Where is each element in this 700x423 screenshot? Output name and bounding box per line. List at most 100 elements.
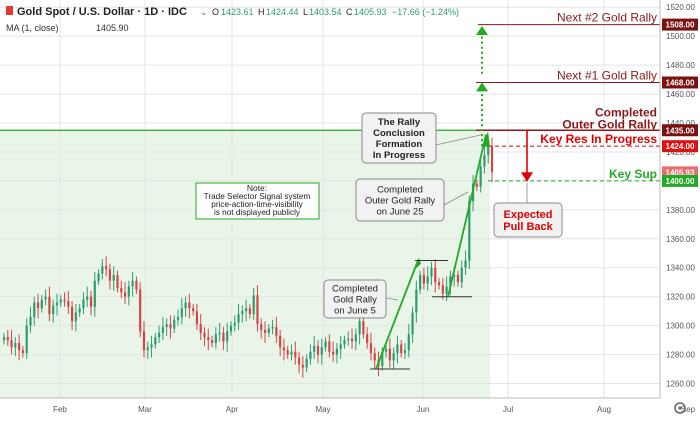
candle-body (180, 308, 183, 317)
outer-june25-callout-line: Outer Gold Rally (365, 196, 435, 207)
rally-conclusion-callout-box (361, 112, 437, 164)
candle-body (415, 289, 418, 313)
candle-body (36, 302, 40, 309)
candle-body (437, 282, 441, 286)
candle-body (256, 295, 259, 325)
note-box: Note:Trade Selector Signal systemprice-a… (195, 182, 320, 220)
candle-body (139, 289, 142, 332)
candle-body (86, 296, 89, 300)
candle-body (97, 273, 100, 281)
y-tick-label: 1480.00 (666, 61, 695, 70)
candle-body (267, 328, 270, 333)
candle-body (40, 299, 43, 309)
candle-body (460, 267, 463, 283)
candle-body (373, 353, 376, 361)
brand-flag-icon (6, 6, 13, 15)
candle-body (411, 312, 414, 335)
candle-body (195, 311, 199, 325)
candle-body (101, 266, 104, 274)
outer-june25-callout-box (355, 178, 445, 222)
candle-body (131, 280, 134, 287)
candle-body (347, 338, 350, 341)
candle-body (63, 299, 66, 302)
open-value: 1423.61 (221, 7, 254, 17)
candle-body (286, 350, 289, 355)
note-title: Note: (247, 183, 267, 193)
candle-body (396, 344, 399, 354)
candle-body (176, 316, 180, 320)
candle-body (199, 324, 202, 333)
y-tick-label: 1420.00 (666, 148, 695, 157)
candle-body (263, 329, 267, 333)
candle-body (354, 334, 357, 342)
candle-body (29, 316, 32, 326)
candle-body (218, 332, 221, 335)
candle-body (237, 314, 240, 323)
candle-body (339, 344, 342, 349)
price-label-bg (662, 124, 698, 137)
candle-body (154, 337, 157, 345)
symbol-title[interactable]: Gold Spot / U.S. Dollar · 1D · IDC (17, 6, 187, 18)
candle-body (252, 295, 255, 315)
candle-body (430, 267, 433, 277)
price-label-bg (662, 76, 698, 89)
candle-body (294, 351, 297, 358)
candle-body (426, 276, 429, 284)
candle-body (150, 344, 153, 348)
pullback-callout-line: Pull Back (503, 221, 553, 233)
candle-body (328, 341, 331, 352)
candle-body (44, 296, 47, 300)
candle-body (388, 348, 391, 361)
y-tick-label: 1260.00 (666, 380, 695, 389)
outer-june25-callout-line: Completed (377, 185, 423, 196)
low-value: 1403.54 (309, 7, 342, 17)
close-label: C (346, 7, 353, 17)
candle-body (59, 299, 62, 303)
y-tick-label: 1340.00 (666, 264, 695, 273)
rally-conclusion-callout-line: The Rally (378, 117, 421, 128)
y-tick-label: 1460.00 (666, 90, 695, 99)
candle-body (48, 296, 51, 315)
candle-body (422, 274, 426, 284)
candle-body (233, 322, 236, 326)
candle-body (392, 353, 395, 361)
interval-dropdown-icon[interactable]: ⌄ (200, 7, 208, 17)
x-tick-label: Mar (138, 405, 152, 414)
rally-conclusion-callout-line: Formation (376, 139, 423, 150)
high-value: 1424.44 (266, 7, 299, 17)
note-box-border (195, 182, 320, 220)
low-label: L (303, 7, 308, 17)
y-tick-label: 1300.00 (666, 322, 695, 331)
june5-callout-line: on June 5 (334, 306, 376, 317)
candle-body (400, 344, 403, 354)
candle-body (320, 347, 323, 355)
y-tick-label: 1500.00 (666, 32, 695, 41)
candle-body (74, 312, 77, 322)
x-tick-label: Feb (53, 405, 67, 414)
candle-body (260, 324, 263, 330)
note-line: is not displayed publicly (214, 208, 301, 217)
rally-conclusion-callout-line: In Progress (373, 150, 425, 161)
candle-body (116, 274, 119, 289)
candle-body (203, 332, 206, 338)
candle-body (453, 274, 456, 277)
candle-body (158, 332, 161, 338)
rally-trend-line-1 (375, 260, 419, 370)
candle-body (335, 348, 338, 355)
candle-body (105, 266, 108, 270)
candle-body (487, 146, 490, 155)
x-tick-label: Aug (597, 405, 611, 414)
june5-callout-line: Completed (332, 284, 378, 295)
candle-body (2, 337, 6, 341)
rally-arrowhead-2 (482, 131, 490, 148)
candle-body (407, 334, 410, 351)
settings-gear-icon[interactable] (674, 402, 686, 414)
candle-body (214, 334, 217, 344)
y-tick-label: 1360.00 (666, 235, 695, 244)
header: Gold Spot / U.S. Dollar · 1D · IDC ⌄ O 1… (6, 6, 459, 33)
ma-label[interactable]: MA (1, close) (6, 23, 59, 33)
key-sup-label: Key Sup (609, 167, 657, 181)
candle-body (25, 325, 28, 354)
